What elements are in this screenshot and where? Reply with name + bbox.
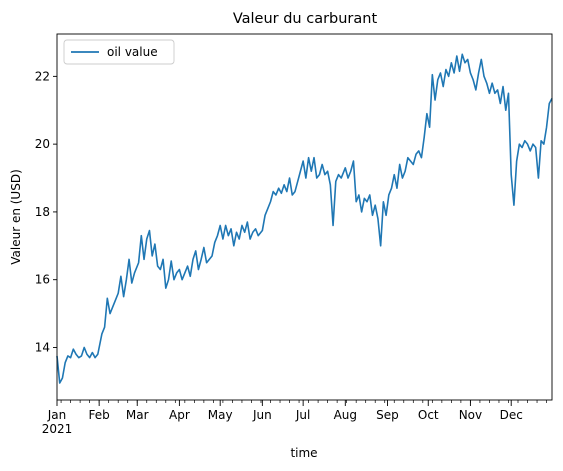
x-tick-label: Oct xyxy=(418,408,439,422)
legend: oil value xyxy=(63,39,175,65)
legend-label-oil-value: oil value xyxy=(107,45,158,59)
series-line-oil-value xyxy=(56,53,553,384)
x-axis: Jan Feb Mar Apr May Jun Jul Aug Sep Oct Nov Dec 2021 xyxy=(42,400,547,436)
plot-area xyxy=(56,33,553,401)
plot-background xyxy=(57,34,552,400)
x-tick-label: Aug xyxy=(334,408,357,422)
x-tick-label: Jul xyxy=(295,408,310,422)
y-tick-label: 18 xyxy=(35,205,50,219)
x-year-label: 2021 xyxy=(42,422,73,436)
y-tick-label: 20 xyxy=(35,137,50,151)
plot-frame xyxy=(56,33,553,401)
x-tick-label: May xyxy=(208,408,233,422)
x-tick-label: Dec xyxy=(500,408,523,422)
y-axis: 14 16 18 20 22 xyxy=(35,69,57,354)
x-tick-label: Apr xyxy=(169,408,190,422)
legend-box xyxy=(63,39,175,65)
x-tick-label: Jan xyxy=(47,408,67,422)
y-tick-label: 16 xyxy=(35,273,50,287)
y-axis-title: Valeur en (USD) xyxy=(9,169,23,265)
x-axis-title: time xyxy=(290,446,317,460)
x-tick-label: Jun xyxy=(252,408,272,422)
x-tick-label: Nov xyxy=(459,408,482,422)
x-tick-label: Sep xyxy=(376,408,399,422)
x-tick-label: Mar xyxy=(126,408,149,422)
chart-title: Valeur du carburant xyxy=(233,11,378,27)
x-tick-label: Feb xyxy=(89,408,110,422)
y-tick-label: 14 xyxy=(35,340,50,354)
y-tick-label: 22 xyxy=(35,69,50,83)
